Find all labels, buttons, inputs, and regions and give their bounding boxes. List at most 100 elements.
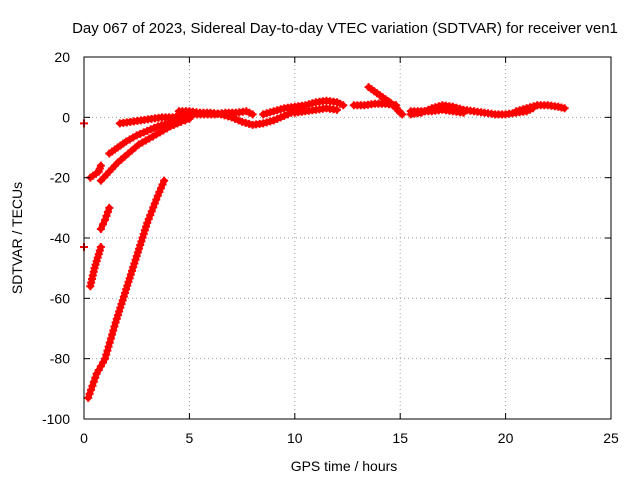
plus-marker — [128, 266, 137, 275]
plus-marker — [396, 108, 405, 117]
plus-marker — [115, 307, 124, 316]
plus-marker — [144, 215, 153, 224]
x-tick-label: 0 — [80, 430, 88, 446]
plus-marker — [87, 385, 96, 394]
plus-marker — [101, 215, 110, 224]
plus-marker — [158, 180, 167, 189]
plus-marker — [332, 105, 341, 114]
plus-marker — [91, 373, 100, 382]
plus-marker — [147, 207, 156, 216]
chart-title: Day 067 of 2023, Sidereal Day-to-day VTE… — [72, 20, 618, 37]
y-tick-label: -40 — [50, 230, 70, 246]
plus-marker — [116, 303, 125, 312]
x-tick-label: 15 — [392, 430, 408, 446]
series-track-o — [406, 105, 468, 117]
plus-marker — [129, 263, 138, 272]
plus-marker — [126, 270, 135, 279]
series-track-h — [174, 107, 299, 129]
plus-marker — [109, 326, 118, 335]
plus-marker — [152, 195, 161, 204]
y-tick-labels: -100 -80 -60 -40 -20 0 20 — [42, 49, 70, 427]
x-tick-label: 20 — [498, 430, 514, 446]
plus-marker — [98, 220, 107, 229]
plus-marker — [102, 211, 111, 220]
plus-marker — [85, 389, 94, 398]
plus-marker — [153, 191, 162, 200]
plus-marker — [150, 199, 159, 208]
x-tick-label: 25 — [603, 430, 619, 446]
plus-marker — [560, 104, 569, 113]
plus-marker — [119, 292, 128, 301]
y-tick-label: -80 — [50, 351, 70, 367]
plus-marker — [155, 188, 164, 196]
plus-marker — [118, 296, 127, 305]
plus-marker — [143, 218, 152, 227]
series-track-i — [259, 96, 348, 119]
y-tick-label: -100 — [42, 411, 70, 427]
plus-marker — [125, 274, 134, 283]
plus-marker — [123, 281, 132, 290]
x-axis-label: GPS time / hours — [291, 458, 398, 474]
plus-marker — [88, 381, 97, 390]
plus-marker — [105, 338, 114, 347]
plus-marker — [103, 207, 112, 216]
plus-marker — [96, 224, 105, 233]
plus-marker — [108, 330, 117, 339]
plus-marker — [96, 243, 105, 252]
series-track-p — [512, 101, 569, 116]
plus-marker — [117, 300, 126, 309]
plus-marker — [139, 229, 148, 238]
plus-marker — [160, 176, 169, 185]
plus-marker — [132, 252, 141, 261]
data-series — [80, 83, 569, 402]
plus-marker — [122, 285, 131, 294]
plus-marker — [135, 244, 144, 253]
plus-marker — [105, 203, 114, 212]
plus-marker — [111, 318, 120, 327]
x-tick-labels: 0 5 10 15 20 25 — [80, 430, 619, 446]
y-tick-label: -60 — [50, 290, 70, 306]
plus-marker — [138, 233, 147, 242]
plus-marker — [136, 241, 145, 250]
series-track-j — [290, 104, 341, 117]
series-track-m — [379, 95, 405, 117]
plus-marker — [137, 237, 146, 246]
plus-marker — [120, 288, 129, 297]
plus-marker — [124, 277, 133, 286]
plus-marker — [112, 314, 121, 323]
x-tick-label: 5 — [186, 430, 194, 446]
plus-marker — [248, 110, 257, 119]
plus-marker — [110, 322, 119, 331]
plus-marker — [130, 259, 139, 268]
plus-marker — [84, 393, 93, 402]
y-tick-label: 20 — [54, 49, 70, 65]
plus-marker — [149, 203, 158, 212]
plus-marker — [104, 342, 113, 351]
plus-marker — [103, 346, 112, 355]
plus-marker — [101, 354, 110, 363]
y-tick-label: 0 — [62, 109, 70, 125]
tick-marks — [83, 56, 612, 420]
plus-marker — [131, 255, 140, 264]
plus-marker — [102, 350, 111, 359]
series-track-b — [86, 243, 105, 291]
plus-marker — [146, 211, 155, 220]
plus-marker — [96, 161, 105, 170]
plus-marker — [89, 377, 98, 386]
plus-marker — [140, 226, 149, 235]
x-tick-label: 10 — [287, 430, 303, 446]
plus-marker — [133, 248, 142, 257]
series-track-c — [96, 203, 114, 233]
plus-marker — [459, 108, 468, 117]
plus-marker — [106, 334, 115, 343]
series-track-d — [86, 161, 105, 182]
y-tick-label: -20 — [50, 170, 70, 186]
series-track-a — [84, 176, 169, 402]
plus-marker — [339, 101, 348, 110]
plus-marker — [113, 311, 122, 320]
plus-marker — [156, 184, 165, 193]
plus-marker — [142, 222, 151, 231]
y-axis-label: SDTVAR / TECUs — [9, 182, 25, 294]
